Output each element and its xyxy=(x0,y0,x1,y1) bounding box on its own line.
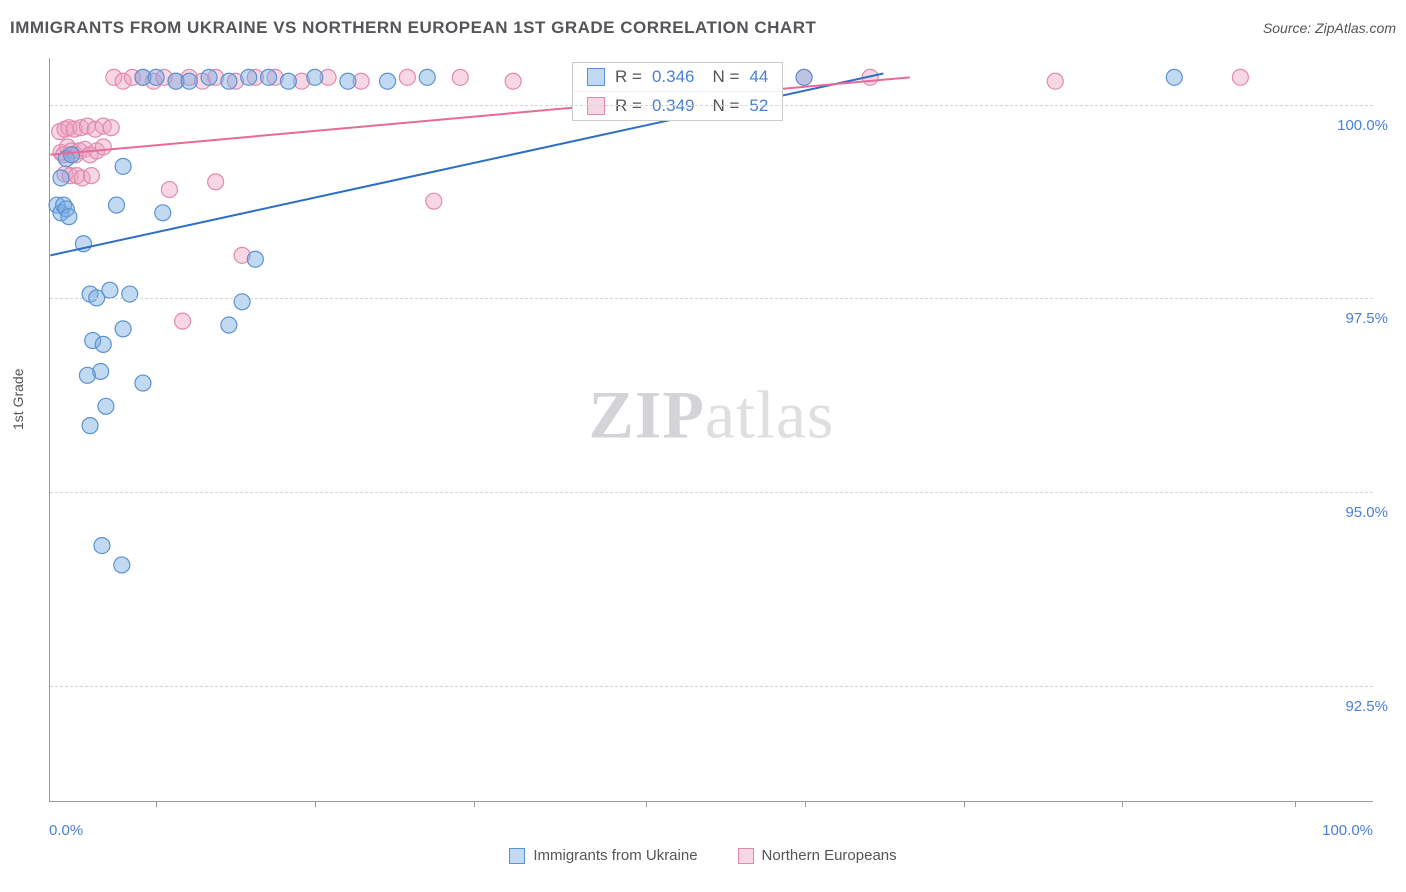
legend-swatch-a xyxy=(509,848,525,864)
bottom-legend: Immigrants from Ukraine Northern Europea… xyxy=(0,847,1406,864)
r-value: 0.346 xyxy=(652,67,695,87)
y-tick-label: 95.0% xyxy=(1345,504,1388,521)
y-tick-label: 97.5% xyxy=(1345,310,1388,327)
inset-swatch-b xyxy=(587,97,605,115)
inset-legend: R = 0.346 N = 44 R = 0.349 N = 52 xyxy=(572,62,783,121)
r-label: R = xyxy=(615,67,642,87)
x-min-label: 0.0% xyxy=(49,822,83,839)
n-label: N = xyxy=(712,67,739,87)
source-label: Source: ZipAtlas.com xyxy=(1263,20,1396,36)
n-label: N = xyxy=(712,96,739,116)
n-value: 52 xyxy=(749,96,768,116)
legend-item-a: Immigrants from Ukraine xyxy=(509,847,697,864)
inset-swatch-a xyxy=(587,68,605,86)
r-label: R = xyxy=(615,96,642,116)
legend-swatch-b xyxy=(738,848,754,864)
r-value: 0.349 xyxy=(652,96,695,116)
legend-label-a: Immigrants from Ukraine xyxy=(533,847,697,864)
y-axis-label: 1st Grade xyxy=(10,369,26,430)
x-axis-labels: 0.0% 100.0% xyxy=(49,822,1373,839)
legend-label-b: Northern Europeans xyxy=(762,847,897,864)
inset-row-b: R = 0.349 N = 52 xyxy=(573,92,782,120)
y-tick-label: 92.5% xyxy=(1345,698,1388,715)
inset-row-a: R = 0.346 N = 44 xyxy=(573,63,782,92)
n-value: 44 xyxy=(749,67,768,87)
chart-svg xyxy=(50,58,1373,801)
chart-title: IMMIGRANTS FROM UKRAINE VS NORTHERN EURO… xyxy=(10,18,816,38)
legend-item-b: Northern Europeans xyxy=(738,847,897,864)
y-tick-label: 100.0% xyxy=(1337,117,1388,134)
x-max-label: 100.0% xyxy=(1322,822,1373,839)
plot-area: ZIPatlas R = 0.346 N = 44 R = 0.349 N = … xyxy=(49,58,1373,802)
